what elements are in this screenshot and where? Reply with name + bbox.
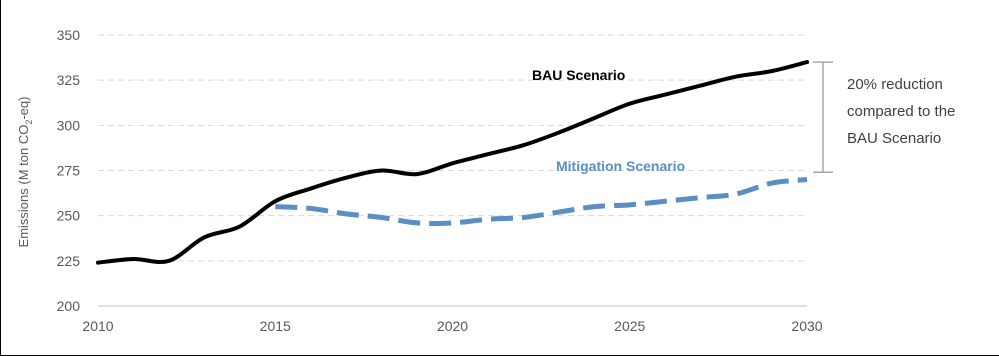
reduction-annotation: 20% reduction compared to the BAU Scenar… xyxy=(813,61,955,174)
y-tick-label: 350 xyxy=(57,27,81,43)
y-axis-label-prefix: Emissions (M ton CO xyxy=(16,125,31,248)
y-tick-label: 300 xyxy=(57,117,81,133)
x-tick-labels: 2010 2015 2020 2025 2030 xyxy=(82,318,822,334)
y-axis-label: Emissions (M ton CO2-eq) xyxy=(16,97,34,248)
y-axis-label-suffix: -eq) xyxy=(16,97,31,120)
annotation-line-1: 20% reduction xyxy=(847,76,943,93)
bau-series-label: BAU Scenario xyxy=(532,67,625,83)
y-tick-label: 200 xyxy=(57,298,81,314)
y-tick-label: 275 xyxy=(57,163,81,179)
x-tick-label: 2020 xyxy=(437,318,468,334)
y-tick-label: 325 xyxy=(57,72,81,88)
gridlines xyxy=(98,34,807,307)
series-lines xyxy=(96,60,809,265)
annotation-line-3: BAU Scenario xyxy=(847,130,941,147)
x-tick-label: 2030 xyxy=(791,318,822,334)
y-axis-label-subscript: 2 xyxy=(24,120,34,125)
mitigation-series-label: Mitigation Scenario xyxy=(556,158,685,174)
y-tick-label: 250 xyxy=(57,208,81,224)
bau-series-line xyxy=(96,60,809,265)
y-tick-labels: 200 225 250 275 300 325 350 xyxy=(57,27,81,314)
x-tick-label: 2025 xyxy=(614,318,645,334)
x-tick-label: 2015 xyxy=(260,318,291,334)
mitigation-series-line xyxy=(275,177,808,226)
annotation-line-2: compared to the xyxy=(847,103,955,120)
y-tick-label: 225 xyxy=(57,253,81,269)
x-tick-label: 2010 xyxy=(82,318,113,334)
